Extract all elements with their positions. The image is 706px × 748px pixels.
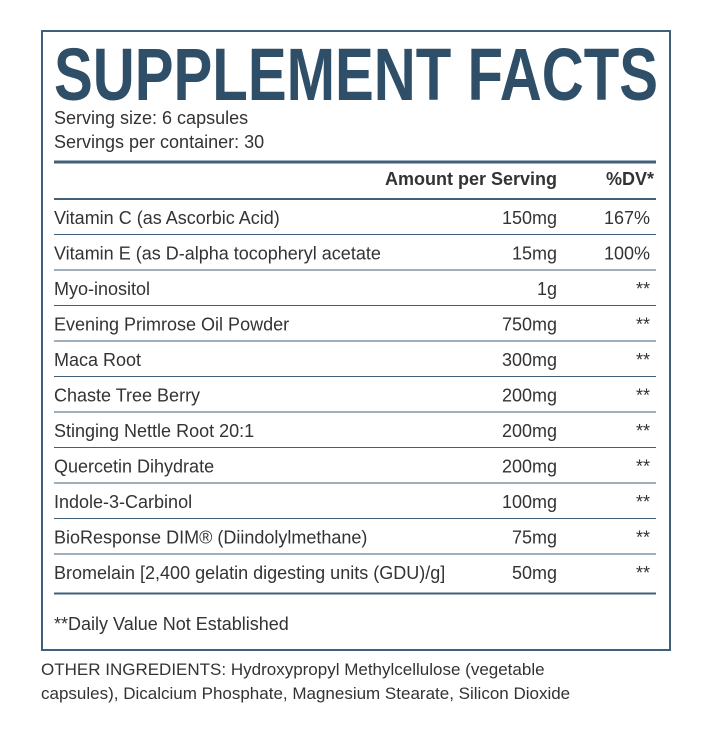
ingredient-name: Maca Root (54, 350, 141, 370)
ingredient-amount: 300mg (502, 350, 557, 370)
ingredient-dv: ** (636, 563, 650, 583)
title: SUPPLEMENT FACTS (54, 33, 658, 116)
ingredient-name: Indole-3-Carbinol (54, 492, 192, 512)
ingredient-amount: 100mg (502, 492, 557, 512)
ingredient-name: Bromelain [2,400 gelatin digesting units… (54, 563, 445, 583)
serving-size: Serving size: 6 capsules (54, 108, 248, 128)
ingredient-dv: ** (636, 386, 650, 406)
ingredient-amount: 200mg (502, 457, 557, 477)
ingredient-dv: ** (636, 350, 650, 370)
ingredient-name: Chaste Tree Berry (54, 386, 200, 406)
ingredient-amount: 150mg (502, 208, 557, 228)
ingredient-amount: 200mg (502, 421, 557, 441)
ingredient-amount: 750mg (502, 315, 557, 335)
ingredient-name: Evening Primrose Oil Powder (54, 315, 289, 335)
panel-border (41, 30, 671, 651)
ingredient-amount: 1g (537, 279, 557, 299)
ingredient-dv: ** (636, 528, 650, 548)
servings-per-container: Servings per container: 30 (54, 132, 264, 152)
footnote: **Daily Value Not Established (54, 614, 289, 634)
ingredient-name: Stinging Nettle Root 20:1 (54, 421, 254, 441)
ingredient-dv: ** (636, 315, 650, 335)
ingredient-name: Myo-inositol (54, 279, 150, 299)
ingredient-dv: 100% (604, 244, 650, 264)
ingredient-name: Quercetin Dihydrate (54, 457, 214, 477)
ingredient-name: BioResponse DIM® (Diindolylmethane) (54, 528, 367, 548)
ingredient-name: Vitamin C (as Ascorbic Acid) (54, 208, 280, 228)
ingredient-dv: ** (636, 421, 650, 441)
other-ingredients: OTHER INGREDIENTS: Hydroxypropyl Methylc… (41, 660, 571, 703)
ingredient-dv: 167% (604, 208, 650, 228)
column-header: %DV* (606, 169, 654, 189)
ingredient-amount: 200mg (502, 386, 557, 406)
supplement-facts-panel: SUPPLEMENT FACTS Serving size: 6 capsule… (41, 30, 671, 651)
ingredient-amount: 50mg (512, 563, 557, 583)
column-header: Amount per Serving (385, 169, 557, 189)
ingredient-name: Vitamin E (as D-alpha tocopheryl acetate (54, 244, 381, 264)
ingredient-dv: ** (636, 279, 650, 299)
ingredient-dv: ** (636, 492, 650, 512)
ingredient-amount: 75mg (512, 528, 557, 548)
ingredient-dv: ** (636, 457, 650, 477)
ingredient-amount: 15mg (512, 244, 557, 264)
